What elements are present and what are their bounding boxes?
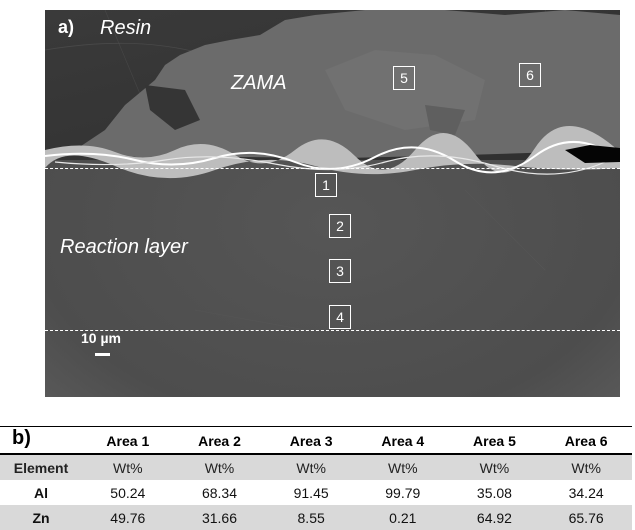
table-corner-cell <box>0 428 82 455</box>
value-cell: 35.08 <box>476 484 512 501</box>
value-cell: 91.45 <box>293 484 329 501</box>
sem-micrograph: a) Resin ZAMA Reaction layer 1 2 3 4 5 6… <box>45 10 620 397</box>
table-row-zn: Zn 49.76 31.66 8.55 0.21 64.92 65.76 <box>0 505 632 530</box>
micrograph-image <box>45 10 620 397</box>
unit-cell: Wt% <box>265 454 357 480</box>
panel-a-label: a) <box>58 17 75 37</box>
unit-cell: Wt% <box>82 454 174 480</box>
table-row-al: Al 50.24 68.34 91.45 99.79 35.08 34.24 <box>0 480 632 505</box>
scale-bar <box>95 353 110 356</box>
composition-table-panel: Area 1 Area 2 Area 3 Area 4 Area 5 Area … <box>0 425 635 530</box>
unit-row-label: Element <box>0 454 82 480</box>
unit-cell: Wt% <box>173 454 266 480</box>
value-cell: 99.79 <box>385 484 421 501</box>
value-cell: 50.24 <box>110 484 146 501</box>
header-area-3: Area 3 <box>265 428 357 455</box>
area-marker-3: 3 <box>329 259 351 283</box>
value-cell: 8.55 <box>265 505 357 530</box>
value-cell: 68.34 <box>201 484 237 501</box>
header-area-1: Area 1 <box>82 428 174 455</box>
value-cell: 34.24 <box>568 484 604 501</box>
unit-cell: Wt% <box>540 454 632 480</box>
interface-dashed-line-top <box>45 168 620 169</box>
area-marker-1: 1 <box>315 173 337 197</box>
value-cell: 31.66 <box>173 505 266 530</box>
value-cell: 65.76 <box>540 505 632 530</box>
area-marker-5: 5 <box>393 66 415 90</box>
table-top-rule <box>0 426 632 427</box>
composition-table: Area 1 Area 2 Area 3 Area 4 Area 5 Area … <box>0 428 632 530</box>
zama-label: ZAMA <box>231 72 287 94</box>
resin-label: Resin <box>100 17 152 39</box>
header-area-6: Area 6 <box>540 428 632 455</box>
interface-dashed-line-bottom <box>45 330 620 331</box>
header-area-5: Area 5 <box>448 428 541 455</box>
element-al: Al <box>34 484 48 501</box>
unit-cell: Wt% <box>448 454 541 480</box>
area-marker-4: 4 <box>329 305 351 329</box>
area-marker-2: 2 <box>329 214 351 238</box>
panel-b-label: b) <box>12 427 31 449</box>
scale-bar-label: 10 µm <box>81 330 121 346</box>
header-area-4: Area 4 <box>356 428 449 455</box>
table-header-row: Area 1 Area 2 Area 3 Area 4 Area 5 Area … <box>0 428 632 455</box>
area-marker-6: 6 <box>519 63 541 87</box>
unit-cell: Wt% <box>356 454 449 480</box>
header-area-2: Area 2 <box>173 428 266 455</box>
element-zn: Zn <box>0 505 82 530</box>
unit-row: Element Wt% Wt% Wt% Wt% Wt% Wt% <box>0 454 632 480</box>
reaction-layer-label: Reaction layer <box>60 236 188 258</box>
value-cell: 49.76 <box>82 505 174 530</box>
value-cell: 0.21 <box>356 505 449 530</box>
value-cell: 64.92 <box>448 505 541 530</box>
